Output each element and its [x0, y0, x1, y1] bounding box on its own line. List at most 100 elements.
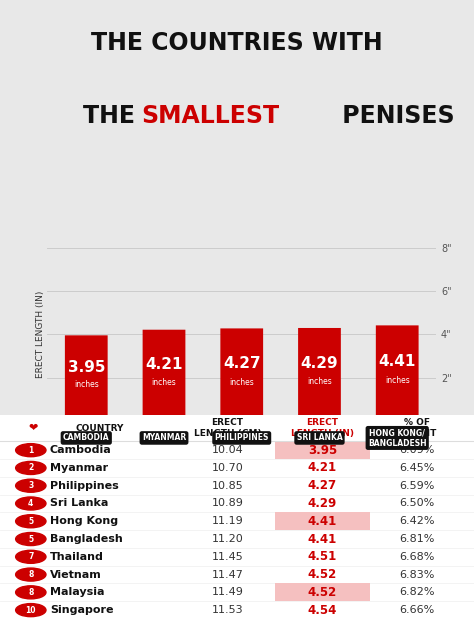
Text: 6.83%: 6.83% [400, 569, 435, 579]
Text: 1: 1 [28, 446, 34, 455]
Text: 8: 8 [28, 588, 34, 597]
Text: inches: inches [307, 378, 332, 386]
Text: inches: inches [74, 381, 99, 389]
Text: 4.41: 4.41 [308, 515, 337, 528]
Text: ERECT
LENGTH (IN): ERECT LENGTH (IN) [291, 418, 354, 438]
FancyBboxPatch shape [65, 335, 108, 419]
Text: 11.47: 11.47 [211, 569, 244, 579]
Circle shape [16, 568, 46, 581]
Text: 4.41: 4.41 [379, 354, 416, 369]
Circle shape [16, 497, 46, 510]
Text: 4.27: 4.27 [308, 479, 337, 492]
Text: 11.20: 11.20 [212, 534, 243, 544]
Text: 1: 1 [83, 416, 90, 426]
Text: SRI LANKA: SRI LANKA [297, 433, 342, 443]
FancyBboxPatch shape [376, 326, 419, 419]
Text: Bangladesh: Bangladesh [50, 534, 122, 544]
Text: 2: 2 [28, 464, 34, 472]
Text: 11.49: 11.49 [211, 587, 244, 597]
Text: 4.27: 4.27 [223, 356, 261, 371]
Text: Thailand: Thailand [50, 552, 104, 562]
Text: 4: 4 [28, 499, 34, 508]
Text: 4.29: 4.29 [301, 356, 338, 371]
Circle shape [225, 416, 259, 426]
Text: Malaysia: Malaysia [50, 587, 104, 597]
FancyBboxPatch shape [275, 513, 370, 530]
Text: 10.04: 10.04 [212, 445, 243, 455]
Text: Vietnam: Vietnam [50, 569, 101, 579]
Text: 4.51: 4.51 [308, 550, 337, 563]
Text: 4.21: 4.21 [308, 461, 337, 474]
Text: Hong Kong: Hong Kong [50, 516, 118, 526]
FancyBboxPatch shape [275, 584, 370, 601]
Text: 11.19: 11.19 [212, 516, 243, 526]
Text: 8: 8 [28, 570, 34, 579]
Circle shape [16, 461, 46, 475]
Circle shape [16, 604, 46, 617]
Text: 5: 5 [28, 535, 33, 543]
Circle shape [302, 416, 337, 426]
Text: inches: inches [229, 378, 254, 387]
Text: inches: inches [152, 378, 176, 387]
Text: 10.89: 10.89 [211, 498, 244, 508]
Text: 3.95: 3.95 [67, 360, 105, 375]
Text: 4.54: 4.54 [308, 604, 337, 617]
Text: 10: 10 [26, 605, 36, 615]
Text: HONG KONG/
BANGLADESH: HONG KONG/ BANGLADESH [368, 428, 427, 448]
Text: ERECT
LENGTH (CM): ERECT LENGTH (CM) [194, 418, 261, 438]
Y-axis label: ERECT LENGTH (IN): ERECT LENGTH (IN) [36, 290, 45, 378]
Text: 5: 5 [394, 416, 401, 426]
Text: 6.81%: 6.81% [400, 534, 435, 544]
FancyBboxPatch shape [143, 330, 185, 419]
FancyBboxPatch shape [0, 415, 474, 619]
Circle shape [16, 479, 46, 492]
Text: Philippines: Philippines [50, 481, 118, 491]
Text: 6.50%: 6.50% [400, 498, 435, 508]
Text: 11.53: 11.53 [212, 605, 243, 615]
Circle shape [380, 416, 414, 426]
Text: Myanmar: Myanmar [50, 463, 108, 473]
Text: SMALLEST: SMALLEST [141, 104, 279, 128]
Text: ❤: ❤ [28, 423, 38, 433]
Text: THE: THE [83, 104, 143, 128]
Text: COUNTRY: COUNTRY [75, 423, 124, 433]
Text: 6.09%: 6.09% [400, 445, 435, 455]
Text: 6.66%: 6.66% [400, 605, 435, 615]
Text: 10.70: 10.70 [212, 463, 243, 473]
Text: PENISES: PENISES [334, 104, 455, 128]
FancyBboxPatch shape [275, 441, 370, 459]
Text: 11.45: 11.45 [212, 552, 243, 562]
Text: Sri Lanka: Sri Lanka [50, 498, 108, 508]
Text: 3: 3 [28, 481, 34, 490]
Text: 2: 2 [161, 416, 167, 426]
Text: Cambodia: Cambodia [50, 445, 111, 455]
Text: % OF
HEIGHT: % OF HEIGHT [398, 418, 436, 438]
Circle shape [16, 515, 46, 528]
Text: 4: 4 [316, 416, 323, 426]
Text: PHILIPPINES: PHILIPPINES [215, 433, 269, 443]
Text: 3.95: 3.95 [308, 444, 337, 457]
Text: THE  SMALLEST  PENISES: THE SMALLEST PENISES [69, 109, 405, 133]
Circle shape [16, 444, 46, 457]
Text: 3: 3 [238, 416, 245, 426]
FancyBboxPatch shape [220, 329, 263, 419]
Text: CAMBODIA: CAMBODIA [63, 433, 109, 443]
Circle shape [147, 416, 181, 426]
Text: inches: inches [385, 376, 410, 385]
Text: 10.85: 10.85 [212, 481, 243, 491]
Text: 7: 7 [28, 552, 34, 561]
Text: THE COUNTRIES WITH: THE COUNTRIES WITH [91, 31, 383, 55]
Text: MYANMAR: MYANMAR [142, 433, 186, 443]
Text: 4.52: 4.52 [308, 568, 337, 581]
Text: 6.82%: 6.82% [400, 587, 435, 597]
Text: 6.68%: 6.68% [400, 552, 435, 562]
Text: 6.45%: 6.45% [400, 463, 435, 473]
Circle shape [16, 586, 46, 599]
Circle shape [69, 416, 103, 426]
Text: Singapore: Singapore [50, 605, 113, 615]
Text: 4.21: 4.21 [145, 357, 183, 372]
FancyBboxPatch shape [298, 328, 341, 419]
Text: 6.42%: 6.42% [400, 516, 435, 526]
Text: 4.29: 4.29 [308, 497, 337, 510]
Circle shape [16, 550, 46, 563]
